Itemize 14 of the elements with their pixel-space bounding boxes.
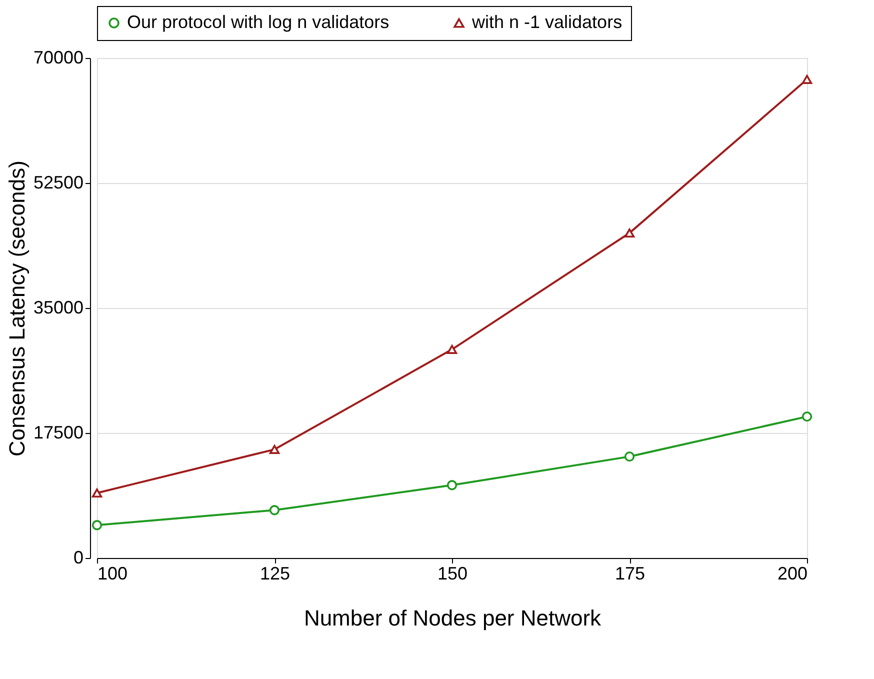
x-tick-label: 125: [260, 564, 290, 584]
y-tick-label: 17500: [33, 422, 84, 442]
x-tick-label: 150: [437, 564, 468, 584]
y-axis-title: Consensus Latency (seconds): [4, 160, 30, 456]
y-tick-label: 35000: [33, 298, 84, 318]
x-tick-label: 100: [98, 564, 128, 584]
x-tick-label: 200: [777, 564, 808, 584]
x-axis-title: Number of Nodes per Network: [304, 606, 602, 630]
y-tick-label: 70000: [33, 48, 84, 68]
y-tick-label: 0: [73, 548, 84, 568]
legend-label: Our protocol with log n validators: [127, 12, 390, 32]
y-tick-label: 52500: [33, 172, 84, 192]
x-tick-label: 175: [614, 564, 646, 584]
legend-label: with n -1 validators: [471, 12, 622, 32]
